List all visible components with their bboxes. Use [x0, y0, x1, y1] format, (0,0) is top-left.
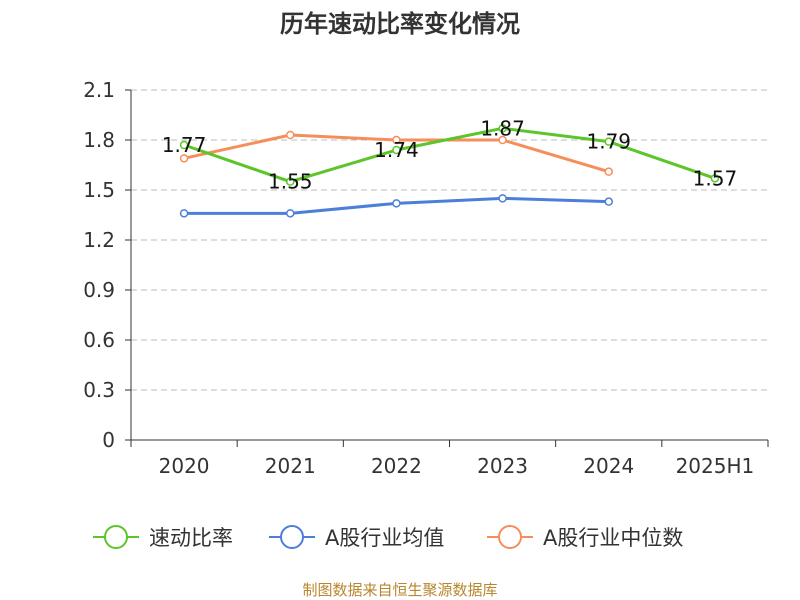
data-point — [710, 174, 720, 183]
x-tick-label: 2024 — [583, 454, 634, 478]
data-point — [604, 137, 613, 146]
data-point — [392, 145, 401, 155]
x-tick-label: 2020 — [159, 454, 210, 478]
data-label: 1.74 — [374, 138, 419, 162]
y-tick-label: 1.5 — [83, 178, 115, 202]
data-point — [286, 209, 295, 218]
data-point — [179, 154, 189, 163]
data-label: 1.87 — [480, 116, 525, 140]
data-point — [604, 167, 613, 176]
y-tick-label: 0.3 — [83, 378, 115, 402]
series-line-0 — [183, 126, 716, 184]
gridlines — [131, 89, 768, 391]
series-lines — [179, 124, 720, 218]
legend-label: 速动比率 — [149, 526, 233, 550]
y-tick-label: 0 — [102, 428, 115, 452]
chart-title: 历年速动比率变化情况 — [280, 10, 520, 38]
x-tick-label: 2021 — [265, 454, 316, 478]
x-tick-label: 2023 — [477, 454, 528, 478]
y-tick-label: 0.6 — [83, 328, 115, 352]
data-point — [498, 135, 507, 145]
legend-marker-icon — [280, 525, 304, 549]
data-labels: 1.77 1.55 1.74 1.87 1.79 1.57 — [162, 116, 737, 193]
legend-item-1[interactable]: A股行业均值 — [269, 525, 444, 550]
data-point — [179, 140, 189, 150]
legend-marker-icon — [104, 525, 128, 549]
x-tick-label: 2025H1 — [676, 454, 755, 478]
data-point — [392, 135, 401, 145]
data-point — [604, 197, 613, 206]
data-point — [179, 209, 189, 218]
y-tick-label: 0.9 — [83, 278, 115, 302]
data-label: 1.55 — [268, 170, 313, 194]
legend-label: A股行业中位数 — [543, 526, 683, 550]
axes: 0 0.3 0.6 0.9 1.2 1.5 1.8 2.1 2020 2021 2022 2023 20… — [83, 78, 769, 478]
data-point — [498, 124, 507, 133]
data-point — [392, 199, 401, 208]
data-point — [286, 130, 295, 140]
legend[interactable]: 速动比率 A股行业均值 A股行业中位数 — [93, 525, 683, 550]
legend-item-2[interactable]: A股行业中位数 — [487, 525, 683, 550]
data-point — [286, 177, 295, 186]
legend-marker-icon — [498, 525, 522, 549]
legend-label: A股行业均值 — [325, 526, 444, 550]
data-label: 1.79 — [586, 130, 631, 154]
legend-item-0[interactable]: 速动比率 — [93, 525, 233, 550]
data-label: 1.57 — [693, 166, 738, 190]
data-label: 1.77 — [162, 133, 207, 157]
x-tick-label: 2022 — [371, 454, 422, 478]
data-point — [498, 194, 507, 203]
y-tick-label: 1.8 — [83, 128, 115, 152]
y-tick-label: 1.2 — [83, 228, 115, 252]
y-tick-label: 2.1 — [83, 78, 115, 102]
source-footer: 制图数据来自恒生聚源数据库 — [302, 581, 497, 599]
